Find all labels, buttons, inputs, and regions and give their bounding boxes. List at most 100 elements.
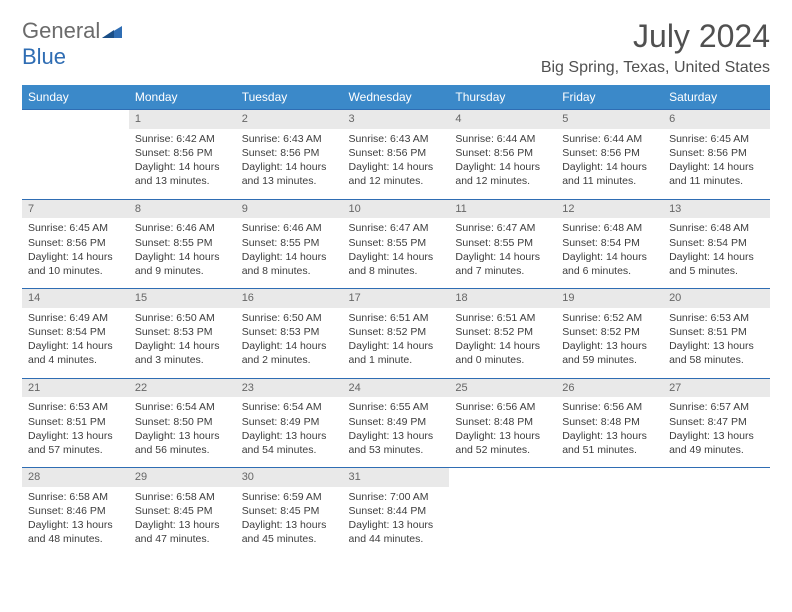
calendar-day-cell: 15Sunrise: 6:50 AMSunset: 8:53 PMDayligh… (129, 289, 236, 379)
sunrise-line: Sunrise: 6:46 AM (242, 221, 337, 235)
calendar-day-cell: 14Sunrise: 6:49 AMSunset: 8:54 PMDayligh… (22, 289, 129, 379)
calendar-day-cell: 23Sunrise: 6:54 AMSunset: 8:49 PMDayligh… (236, 378, 343, 468)
day-number: 9 (236, 200, 343, 219)
daylight-line: Daylight: 13 hours and 47 minutes. (135, 518, 230, 546)
day-number: 20 (663, 289, 770, 308)
calendar-day-cell: 7Sunrise: 6:45 AMSunset: 8:56 PMDaylight… (22, 199, 129, 289)
daylight-line: Daylight: 14 hours and 10 minutes. (28, 250, 123, 278)
calendar-day-cell: 4Sunrise: 6:44 AMSunset: 8:56 PMDaylight… (449, 110, 556, 200)
logo: General Blue (22, 18, 122, 70)
sunset-line: Sunset: 8:49 PM (349, 415, 444, 429)
sunrise-line: Sunrise: 6:55 AM (349, 400, 444, 414)
day-body: Sunrise: 6:46 AMSunset: 8:55 PMDaylight:… (129, 218, 236, 288)
day-body: Sunrise: 6:59 AMSunset: 8:45 PMDaylight:… (236, 487, 343, 557)
sunset-line: Sunset: 8:55 PM (349, 236, 444, 250)
calendar-day-cell: 31Sunrise: 7:00 AMSunset: 8:44 PMDayligh… (343, 468, 450, 557)
day-body: Sunrise: 6:48 AMSunset: 8:54 PMDaylight:… (663, 218, 770, 288)
day-number: 4 (449, 110, 556, 129)
sunrise-line: Sunrise: 6:51 AM (349, 311, 444, 325)
calendar-day-cell: 24Sunrise: 6:55 AMSunset: 8:49 PMDayligh… (343, 378, 450, 468)
location-label: Big Spring, Texas, United States (541, 59, 770, 77)
sunrise-line: Sunrise: 6:43 AM (242, 132, 337, 146)
day-body: Sunrise: 7:00 AMSunset: 8:44 PMDaylight:… (343, 487, 450, 557)
sunset-line: Sunset: 8:45 PM (135, 504, 230, 518)
sunrise-line: Sunrise: 6:45 AM (669, 132, 764, 146)
day-body: Sunrise: 6:44 AMSunset: 8:56 PMDaylight:… (556, 129, 663, 199)
day-number: 6 (663, 110, 770, 129)
sunrise-line: Sunrise: 6:50 AM (135, 311, 230, 325)
day-body: Sunrise: 6:54 AMSunset: 8:50 PMDaylight:… (129, 397, 236, 467)
dow-header: Wednesday (343, 85, 450, 110)
day-number: 30 (236, 468, 343, 487)
sunset-line: Sunset: 8:56 PM (135, 146, 230, 160)
daylight-line: Daylight: 14 hours and 0 minutes. (455, 339, 550, 367)
sunset-line: Sunset: 8:56 PM (242, 146, 337, 160)
sunset-line: Sunset: 8:56 PM (669, 146, 764, 160)
title-block: July 2024 Big Spring, Texas, United Stat… (541, 18, 770, 77)
day-body: Sunrise: 6:54 AMSunset: 8:49 PMDaylight:… (236, 397, 343, 467)
daylight-line: Daylight: 13 hours and 56 minutes. (135, 429, 230, 457)
sunrise-line: Sunrise: 6:48 AM (562, 221, 657, 235)
day-number: 12 (556, 200, 663, 219)
sunset-line: Sunset: 8:53 PM (242, 325, 337, 339)
calendar-day-cell: 21Sunrise: 6:53 AMSunset: 8:51 PMDayligh… (22, 378, 129, 468)
day-body: Sunrise: 6:50 AMSunset: 8:53 PMDaylight:… (129, 308, 236, 378)
day-number: 1 (129, 110, 236, 129)
daylight-line: Daylight: 14 hours and 6 minutes. (562, 250, 657, 278)
sunrise-line: Sunrise: 6:56 AM (455, 400, 550, 414)
calendar-day-cell: 26Sunrise: 6:56 AMSunset: 8:48 PMDayligh… (556, 378, 663, 468)
sunrise-line: Sunrise: 6:44 AM (562, 132, 657, 146)
sunset-line: Sunset: 8:45 PM (242, 504, 337, 518)
calendar-day-cell: 16Sunrise: 6:50 AMSunset: 8:53 PMDayligh… (236, 289, 343, 379)
day-body: Sunrise: 6:43 AMSunset: 8:56 PMDaylight:… (236, 129, 343, 199)
sunset-line: Sunset: 8:51 PM (28, 415, 123, 429)
day-body: Sunrise: 6:52 AMSunset: 8:52 PMDaylight:… (556, 308, 663, 378)
day-body: Sunrise: 6:53 AMSunset: 8:51 PMDaylight:… (663, 308, 770, 378)
sunrise-line: Sunrise: 6:46 AM (135, 221, 230, 235)
day-body: Sunrise: 6:50 AMSunset: 8:53 PMDaylight:… (236, 308, 343, 378)
sunset-line: Sunset: 8:53 PM (135, 325, 230, 339)
day-body: Sunrise: 6:58 AMSunset: 8:45 PMDaylight:… (129, 487, 236, 557)
daylight-line: Daylight: 13 hours and 58 minutes. (669, 339, 764, 367)
calendar-day-cell: 19Sunrise: 6:52 AMSunset: 8:52 PMDayligh… (556, 289, 663, 379)
calendar-week-row: 21Sunrise: 6:53 AMSunset: 8:51 PMDayligh… (22, 378, 770, 468)
sunrise-line: Sunrise: 6:58 AM (28, 490, 123, 504)
calendar-day-cell: 2Sunrise: 6:43 AMSunset: 8:56 PMDaylight… (236, 110, 343, 200)
daylight-line: Daylight: 14 hours and 13 minutes. (135, 160, 230, 188)
daylight-line: Daylight: 14 hours and 8 minutes. (349, 250, 444, 278)
daylight-line: Daylight: 14 hours and 12 minutes. (349, 160, 444, 188)
calendar-day-cell: 30Sunrise: 6:59 AMSunset: 8:45 PMDayligh… (236, 468, 343, 557)
dow-header: Thursday (449, 85, 556, 110)
daylight-line: Daylight: 13 hours and 45 minutes. (242, 518, 337, 546)
sunrise-line: Sunrise: 7:00 AM (349, 490, 444, 504)
daylight-line: Daylight: 13 hours and 52 minutes. (455, 429, 550, 457)
day-number: 16 (236, 289, 343, 308)
sunrise-line: Sunrise: 6:54 AM (135, 400, 230, 414)
sunrise-line: Sunrise: 6:49 AM (28, 311, 123, 325)
sunset-line: Sunset: 8:48 PM (455, 415, 550, 429)
sunset-line: Sunset: 8:56 PM (349, 146, 444, 160)
day-number: 5 (556, 110, 663, 129)
calendar-day-cell (449, 468, 556, 557)
page-title: July 2024 (541, 18, 770, 55)
daylight-line: Daylight: 14 hours and 4 minutes. (28, 339, 123, 367)
page-header: General Blue July 2024 Big Spring, Texas… (22, 18, 770, 77)
sunrise-line: Sunrise: 6:45 AM (28, 221, 123, 235)
calendar-day-cell: 29Sunrise: 6:58 AMSunset: 8:45 PMDayligh… (129, 468, 236, 557)
day-body: Sunrise: 6:46 AMSunset: 8:55 PMDaylight:… (236, 218, 343, 288)
day-number: 31 (343, 468, 450, 487)
day-number: 23 (236, 379, 343, 398)
day-number: 14 (22, 289, 129, 308)
daylight-line: Daylight: 14 hours and 1 minute. (349, 339, 444, 367)
day-number: 26 (556, 379, 663, 398)
day-number: 3 (343, 110, 450, 129)
calendar-day-cell: 9Sunrise: 6:46 AMSunset: 8:55 PMDaylight… (236, 199, 343, 289)
daylight-line: Daylight: 14 hours and 13 minutes. (242, 160, 337, 188)
calendar-day-cell: 3Sunrise: 6:43 AMSunset: 8:56 PMDaylight… (343, 110, 450, 200)
day-body: Sunrise: 6:56 AMSunset: 8:48 PMDaylight:… (449, 397, 556, 467)
day-number: 13 (663, 200, 770, 219)
day-body: Sunrise: 6:45 AMSunset: 8:56 PMDaylight:… (663, 129, 770, 199)
sunset-line: Sunset: 8:55 PM (135, 236, 230, 250)
sunrise-line: Sunrise: 6:51 AM (455, 311, 550, 325)
sunset-line: Sunset: 8:50 PM (135, 415, 230, 429)
